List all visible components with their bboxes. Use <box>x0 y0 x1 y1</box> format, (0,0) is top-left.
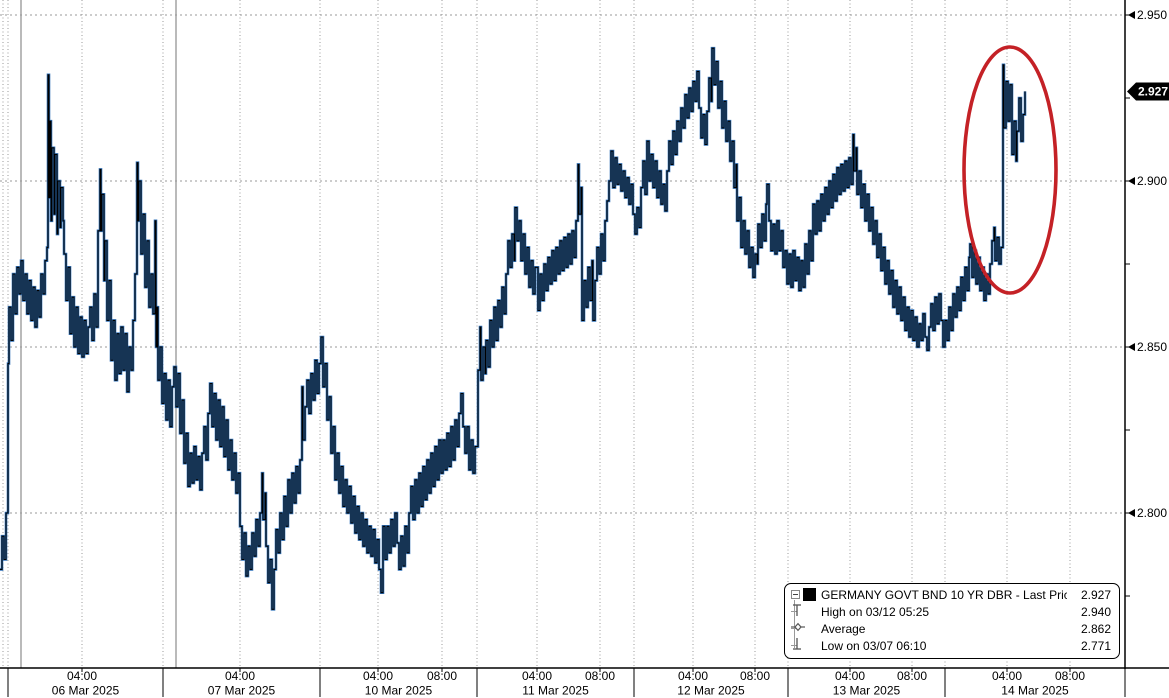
date-label: 06 Mar 2025 <box>52 684 120 698</box>
legend-tree-connector <box>794 600 795 648</box>
low-marker-icon <box>793 638 801 650</box>
time-tick-label: 04:00 <box>992 669 1022 683</box>
date-label: 14 Mar 2025 <box>1001 684 1069 698</box>
time-tick-label: 08:00 <box>740 669 770 683</box>
y-axis-arrow-icon <box>1128 509 1135 517</box>
legend-row-average: Average 2.862 <box>791 620 1111 637</box>
legend-expander-icon[interactable] <box>791 590 800 599</box>
time-tick-label: 04:00 <box>225 669 255 683</box>
date-label: 11 Mar 2025 <box>522 684 589 698</box>
legend-row-high: High on 03/12 05:25 2.940 <box>791 603 1111 620</box>
series-swatch-icon <box>803 588 816 601</box>
time-tick-label: 04:00 <box>678 669 708 683</box>
y-axis-label: 2.850 <box>1137 340 1167 354</box>
legend-high-value: 2.940 <box>1080 604 1111 619</box>
high-marker-icon <box>793 604 801 616</box>
legend-series-value: 2.927 <box>1080 587 1111 602</box>
price-line-black-layer <box>0 47 1026 610</box>
date-label: 10 Mar 2025 <box>365 684 433 698</box>
price-line-blue-layer <box>0 46 1027 611</box>
time-tick-label: 04:00 <box>363 669 393 683</box>
y-axis-arrow-icon <box>1128 343 1135 351</box>
legend-low-value: 2.771 <box>1080 638 1111 653</box>
y-axis-arrow-icon <box>1128 11 1135 19</box>
y-axis-label: 2.900 <box>1137 174 1167 188</box>
legend-high-label: High on 03/12 05:25 <box>821 604 930 619</box>
y-axis-label: 2.800 <box>1137 506 1167 520</box>
time-tick-label: 04:00 <box>835 669 865 683</box>
date-label: 13 Mar 2025 <box>833 684 901 698</box>
legend-average-value: 2.862 <box>1080 621 1111 636</box>
y-axis-arrow-icon <box>1128 177 1135 185</box>
average-marker-icon <box>791 622 805 632</box>
legend-row-last-price: GERMANY GOVT BND 10 YR DBR - Last Price … <box>791 586 1111 603</box>
time-tick-label: 04:00 <box>67 669 97 683</box>
date-label: 12 Mar 2025 <box>677 684 745 698</box>
date-label: 07 Mar 2025 <box>208 684 276 698</box>
legend-average-label: Average <box>821 621 866 636</box>
time-tick-label: 08:00 <box>585 669 615 683</box>
legend-low-label: Low on 03/07 06:10 <box>821 638 927 653</box>
legend-series-label: GERMANY GOVT BND 10 YR DBR - Last Price <box>821 587 1067 602</box>
time-tick-label: 04:00 <box>522 669 552 683</box>
y-axis-label: 2.950 <box>1137 8 1167 22</box>
highlight-ellipse-annotation <box>962 45 1058 295</box>
time-tick-label: 08:00 <box>1055 669 1085 683</box>
legend-box: GERMANY GOVT BND 10 YR DBR - Last Price … <box>784 583 1120 659</box>
time-tick-label: 08:00 <box>427 669 457 683</box>
legend-row-low: Low on 03/07 06:10 2.771 <box>791 637 1111 654</box>
time-tick-label: 08:00 <box>897 669 927 683</box>
